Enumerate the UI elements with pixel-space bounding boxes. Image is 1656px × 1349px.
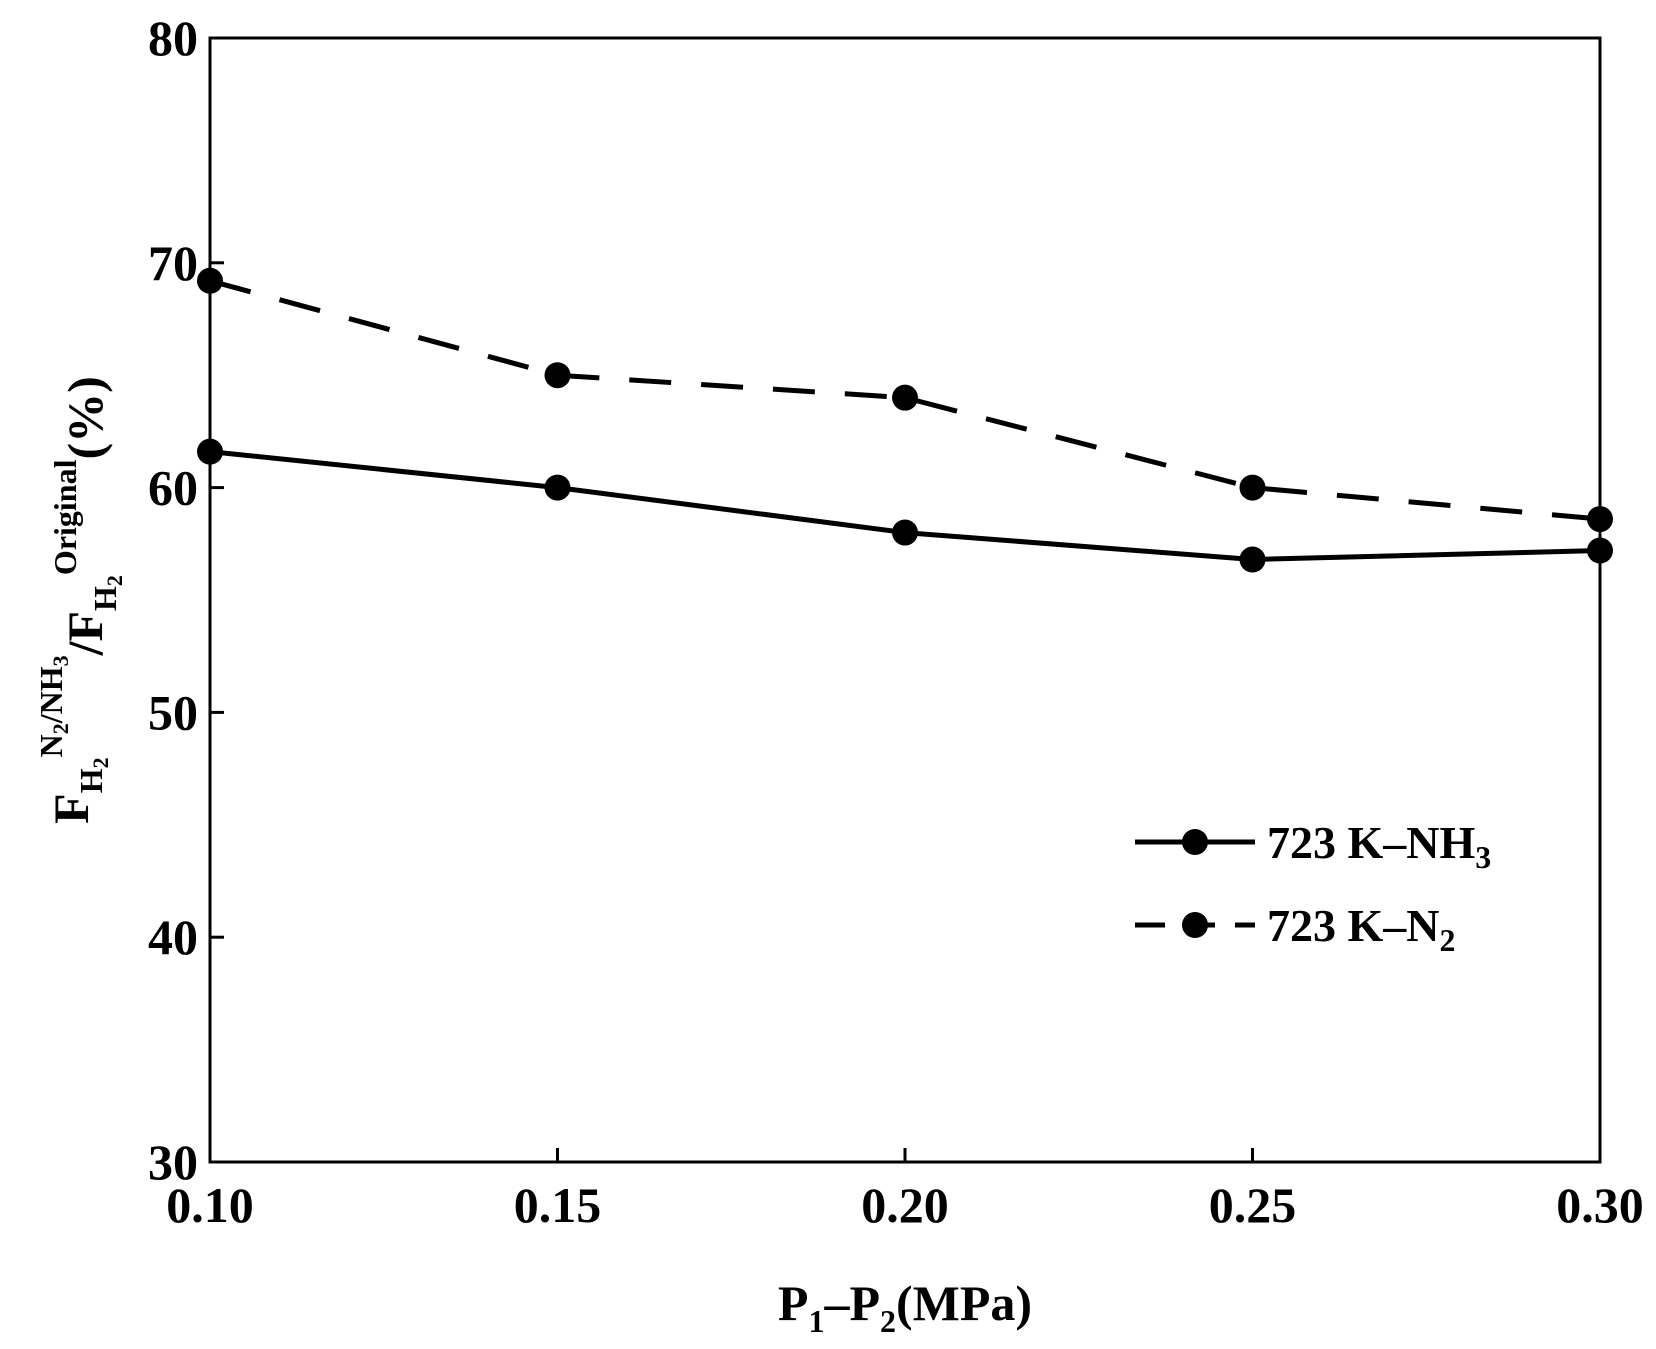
y-tick-label: 30	[148, 1134, 198, 1190]
y-title-sup-nh: /NH	[33, 666, 69, 724]
y-title-sub-2: 2	[88, 757, 113, 768]
data-point	[1587, 537, 1613, 564]
data-point	[197, 438, 223, 465]
x-axis-title-sub1: 1	[808, 1303, 824, 1339]
y-title-sup-original: Original	[47, 459, 83, 575]
legend-label-nh3-sub: 3	[1475, 839, 1491, 875]
x-tick-label: 0.30	[1556, 1177, 1644, 1233]
y-tick-label: 80	[148, 10, 198, 66]
data-point	[892, 384, 918, 411]
y-tick-label: 70	[148, 235, 198, 291]
legend-label-n2-main: 723 K–N	[1267, 900, 1440, 951]
legend-label-n2: 723 K–N2	[1267, 900, 1456, 958]
data-point	[1239, 474, 1266, 501]
data-point	[197, 267, 223, 294]
data-point	[544, 474, 571, 501]
plot-frame	[208, 36, 1602, 1164]
x-axis-title-dash: –P	[823, 1275, 880, 1331]
legend-label-nh3-main: 723 K–NH	[1267, 817, 1476, 868]
legend: 723 K–NH3 723 K–N2	[1135, 817, 1491, 958]
series-line-1	[209, 278, 1601, 522]
x-tick-label: 0.15	[514, 1177, 602, 1233]
y-tick-label: 50	[148, 684, 198, 740]
x-axis-title: P1–P2(MPa)	[778, 1275, 1032, 1339]
y-title-f: F	[43, 793, 99, 824]
y-title-slash-f: /F	[57, 611, 113, 656]
x-axis-title-p: P	[778, 1275, 809, 1331]
data-point	[544, 362, 571, 389]
y-title-sup-n: N	[33, 734, 69, 757]
data-point	[1587, 506, 1613, 533]
x-axis-title-unit: (MPa)	[896, 1275, 1032, 1331]
x-tick-label: 0.20	[861, 1177, 949, 1233]
y-title-sub-22: 2	[102, 575, 127, 586]
y-title-sup-3: 3	[48, 655, 73, 666]
x-axis-title-sub2: 2	[880, 1303, 896, 1339]
legend-marker-nh3	[1182, 829, 1208, 855]
y-tick-label: 60	[148, 460, 198, 516]
legend-label-nh3: 723 K–NH3	[1267, 817, 1491, 875]
data-point	[1239, 546, 1266, 573]
y-tick-label: 40	[148, 909, 198, 965]
legend-label-n2-sub: 2	[1440, 922, 1456, 958]
x-tick-label: 0.25	[1209, 1177, 1297, 1233]
data-point	[892, 519, 918, 546]
x-tick-label: 0.10	[166, 1177, 254, 1233]
y-title-sup-2: 2	[48, 723, 73, 734]
y-title-sub-h: H	[73, 768, 109, 793]
legend-marker-n2	[1182, 912, 1208, 938]
y-axis-title: FH2N2/NH3/FH2Original(%)	[33, 376, 127, 824]
y-title-sub-h2: H	[87, 586, 123, 611]
y-title-unit: (%)	[57, 376, 113, 459]
